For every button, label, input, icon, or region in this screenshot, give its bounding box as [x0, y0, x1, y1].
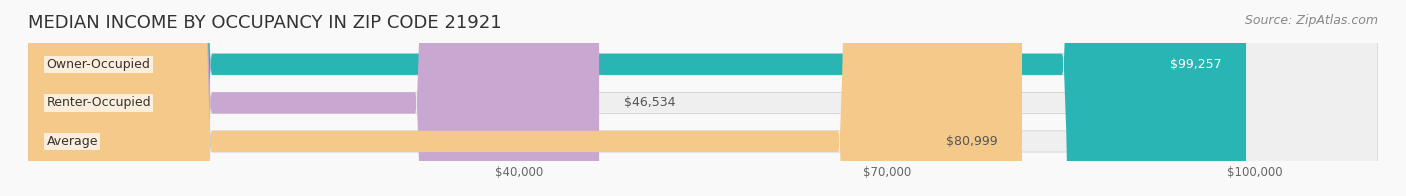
Text: Source: ZipAtlas.com: Source: ZipAtlas.com — [1244, 14, 1378, 27]
FancyBboxPatch shape — [28, 0, 1378, 196]
FancyBboxPatch shape — [28, 0, 1378, 196]
FancyBboxPatch shape — [28, 0, 1022, 196]
Text: $99,257: $99,257 — [1170, 58, 1222, 71]
FancyBboxPatch shape — [28, 0, 1378, 196]
FancyBboxPatch shape — [28, 0, 599, 196]
Text: MEDIAN INCOME BY OCCUPANCY IN ZIP CODE 21921: MEDIAN INCOME BY OCCUPANCY IN ZIP CODE 2… — [28, 14, 502, 32]
Text: Average: Average — [46, 135, 98, 148]
Text: Renter-Occupied: Renter-Occupied — [46, 96, 152, 109]
FancyBboxPatch shape — [28, 0, 1246, 196]
Text: $46,534: $46,534 — [624, 96, 675, 109]
Text: Owner-Occupied: Owner-Occupied — [46, 58, 150, 71]
Text: $80,999: $80,999 — [946, 135, 997, 148]
